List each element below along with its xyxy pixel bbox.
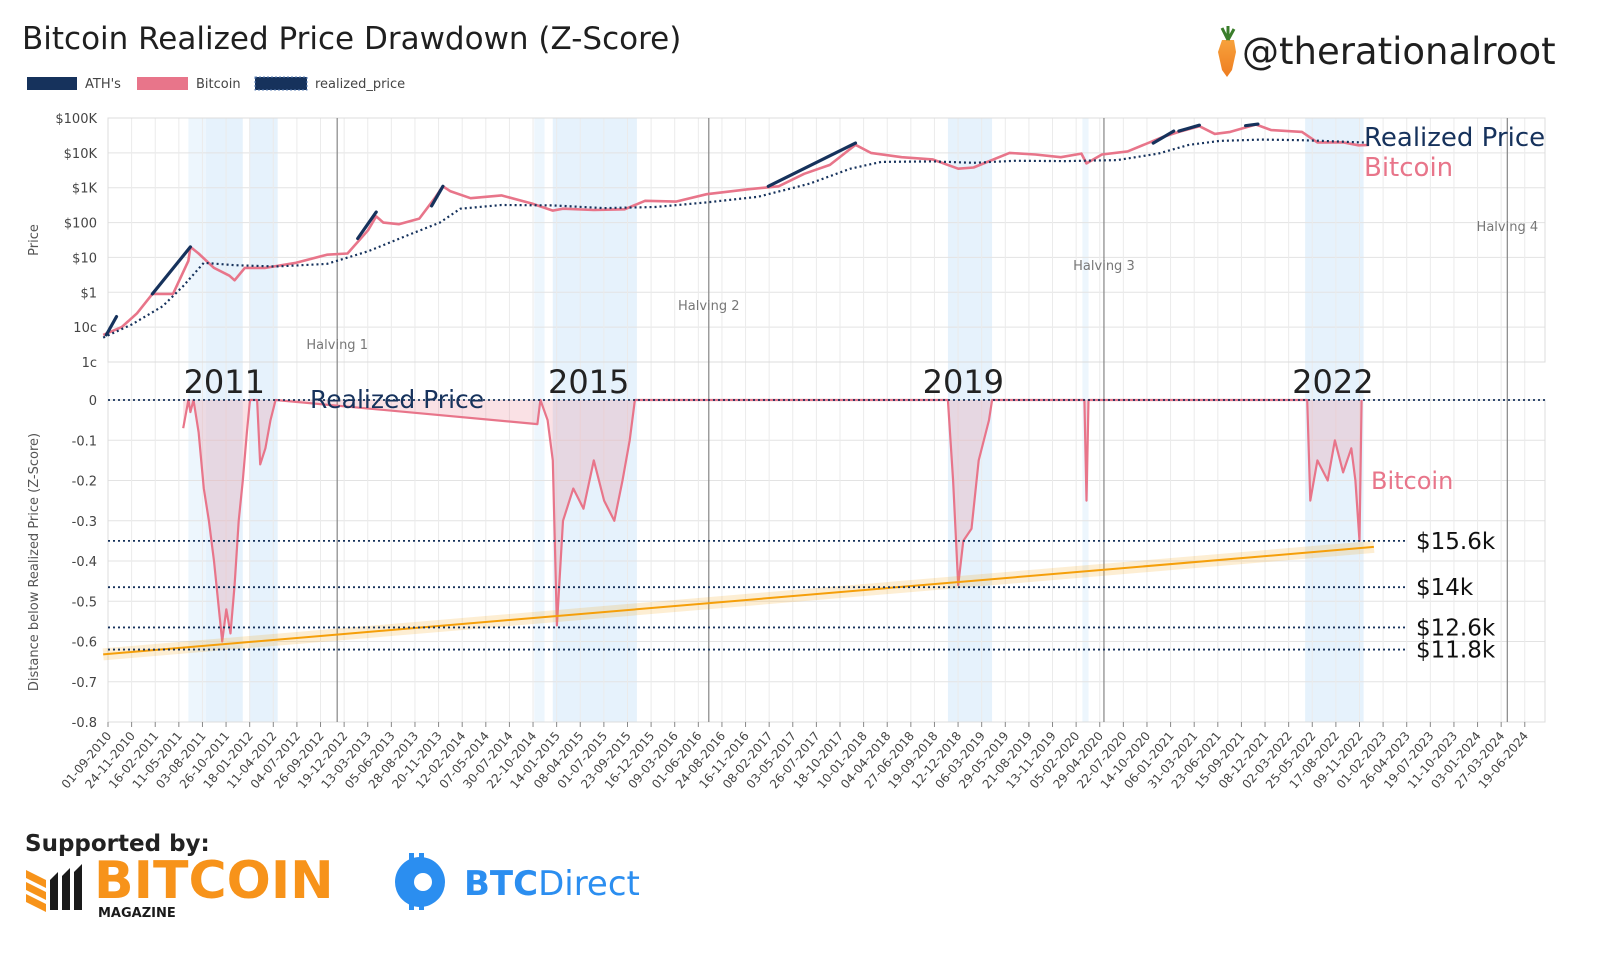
sponsor-sub-magazine: MAGAZINE [98, 906, 176, 921]
date-axis: 01-09-201024-11-201016-02-201111-05-2011… [59, 722, 1531, 791]
bear-band [947, 118, 993, 722]
reference-lines: $15.6k $14k $12.6k$11.8k [108, 399, 1545, 664]
legend-label-realized-price: realized_price [315, 77, 405, 92]
bitcoin-magazine-logo[interactable]: BITCOIN MAGAZINE [26, 851, 334, 921]
zscore-tick-label: -0.6 [72, 636, 97, 651]
zscore-tick-label: -0.3 [72, 515, 97, 530]
realized-price-line [102, 138, 1369, 339]
bear-market-bands [188, 118, 1364, 722]
bitcoin-end-label: Bitcoin [1364, 153, 1453, 183]
sponsor-name-bitcoin: BITCOIN [94, 851, 334, 911]
price-tick-label: $100K [55, 112, 97, 127]
price-tick-label: $10 [72, 251, 97, 266]
zscore-tick-label: -0.7 [72, 676, 97, 691]
bitcoin-drawdown-label: Bitcoin [1371, 467, 1453, 495]
sponsor-name-direct: Direct [538, 864, 640, 904]
halving-label: Halving 2 [678, 299, 740, 314]
zscore-axis: 0 -0.1 -0.2 -0.3 -0.4 -0.5 -0.6 -0.7 -0.8 [72, 394, 97, 731]
price-series [102, 122, 1369, 339]
cycle-year-label: 2019 [923, 363, 1004, 401]
price-tick-label: $100 [64, 217, 97, 232]
reference-label: $12.6k [1416, 615, 1496, 641]
bear-band [1305, 118, 1364, 722]
price-tick-label: $1 [80, 286, 97, 301]
legend-swatch-ath [27, 77, 77, 90]
price-tick-label: 10c [73, 321, 97, 336]
bear-band [552, 118, 637, 722]
ath-segment [1244, 122, 1260, 128]
zscore-tick-label: -0.1 [72, 434, 97, 449]
bitcoin-price-line [102, 123, 1369, 337]
price-panel-frame [107, 117, 1546, 363]
reference-label: $15.6k [1416, 529, 1496, 555]
realized-price-end-label: Realized Price [1364, 123, 1545, 153]
price-tick-label: 1c [82, 356, 97, 371]
ath-segment [356, 210, 378, 241]
zscore-tick-label: -0.5 [72, 595, 97, 610]
reference-label: $11.8k [1416, 638, 1496, 664]
price-tick-label: $10K [64, 147, 98, 162]
ath-segment [1177, 123, 1201, 133]
ath-segment [430, 184, 445, 208]
halving-lines: Halving 1 Halving 2 Halving 3 Halving 4 [306, 118, 1538, 722]
zscore-axis-title: Distance below Realized Price (Z-Score) [27, 433, 42, 691]
realized-price-zero-label: Realized Price [310, 385, 484, 414]
drawdown-line [182, 398, 1363, 643]
legend-item-bitcoin[interactable]: Bitcoin [137, 77, 241, 92]
legend-label-ath: ATH's [85, 77, 121, 92]
price-axis-title: Price [27, 224, 42, 256]
price-axis: $100K $10K $1K $100 $10 $1 10c 1c [55, 112, 97, 371]
btcdirect-logo[interactable]: BTCDirect [395, 853, 640, 910]
ath-segment [104, 315, 119, 337]
legend-label-bitcoin: Bitcoin [196, 77, 241, 92]
halving-label: Halving 4 [1477, 220, 1539, 235]
supported-by-label: Supported by: [25, 831, 210, 857]
zscore-tick-label: -0.2 [72, 475, 97, 490]
gridlines [107, 117, 1546, 723]
zscore-tick-label: 0 [89, 394, 97, 409]
legend-item-realized-price[interactable]: realized_price [254, 76, 405, 92]
ath-segment [150, 245, 192, 296]
cycle-year-label: 2011 [184, 363, 265, 401]
sponsor-name-btc-prefix: BTC [464, 864, 538, 904]
price-tick-label: $1K [72, 182, 98, 197]
sponsor-name-btc: BTCDirect [464, 864, 640, 904]
zscore-tick-label: -0.8 [72, 716, 97, 731]
halving-label: Halving 3 [1073, 259, 1135, 274]
legend-swatch-realized-price [254, 76, 308, 91]
legend-item-ath[interactable]: ATH's [27, 77, 121, 92]
chart-title: Bitcoin Realized Price Drawdown (Z-Score… [22, 21, 681, 57]
carrot-icon [1218, 26, 1236, 77]
reference-label: $14k [1416, 575, 1474, 601]
zscore-tick-label: -0.4 [72, 555, 97, 570]
ath-segment [1151, 129, 1176, 145]
btcdirect-icon [395, 853, 445, 910]
bitcoin-magazine-icon [26, 864, 82, 912]
legend: ATH's Bitcoin realized_price [27, 76, 405, 92]
cycle-year-label: 2015 [548, 363, 629, 401]
ath-segment [766, 141, 858, 188]
drawdown-series [102, 398, 1375, 661]
bear-band [534, 118, 545, 722]
trend-line [103, 545, 1374, 656]
cycle-year-label: 2022 [1292, 363, 1373, 401]
halving-label: Halving 1 [306, 338, 368, 353]
legend-swatch-bitcoin [137, 77, 188, 90]
author-handle: @therationalroot [1242, 30, 1556, 73]
